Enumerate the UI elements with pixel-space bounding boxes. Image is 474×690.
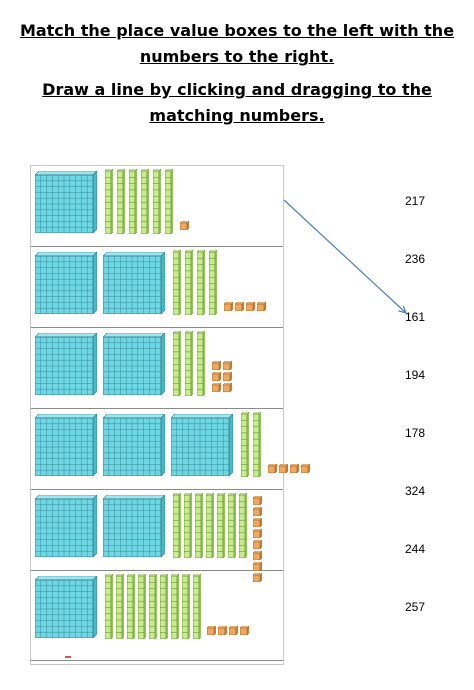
instruction-line-1: Match the place value boxes to the left …: [19, 21, 455, 40]
one-cube: [206, 622, 217, 636]
hundred-block: [34, 494, 98, 558]
ten-rod: [208, 249, 218, 316]
ten-rod: [104, 573, 114, 640]
number-option-244[interactable]: 244: [405, 542, 426, 556]
ten-rod: [183, 492, 193, 559]
ten-rod: [159, 573, 169, 640]
one-cube: [252, 514, 263, 528]
number-option-161[interactable]: 161: [405, 310, 426, 324]
place-value-panel: [30, 165, 311, 665]
one-cube: [234, 298, 245, 312]
place-value-row-1[interactable]: [31, 166, 283, 247]
ten-rod: [252, 411, 262, 478]
hundred-block: [34, 575, 98, 639]
ten-rod: [152, 168, 162, 235]
number-option-178[interactable]: 178: [405, 426, 426, 440]
ten-rod: [126, 573, 136, 640]
ten-rod: [184, 330, 194, 397]
one-cube: [222, 379, 233, 393]
instruction-line-4: matching numbers.: [149, 106, 325, 125]
one-cube: [252, 536, 263, 550]
instruction-line-2: numbers to the right.: [139, 47, 335, 66]
one-cube: [239, 622, 250, 636]
one-cube: [252, 503, 263, 517]
place-value-row-5[interactable]: [31, 490, 283, 583]
ten-rod: [170, 573, 180, 640]
number-option-236[interactable]: 236: [405, 252, 426, 266]
one-cube: [245, 298, 256, 312]
number-option-257[interactable]: 257: [405, 600, 426, 614]
ten-rod: [172, 249, 182, 316]
one-cube: [267, 460, 278, 474]
number-option-217[interactable]: 217: [405, 194, 426, 208]
one-cube: [211, 379, 222, 393]
stray-mark: [65, 656, 71, 658]
hundred-block: [170, 413, 234, 477]
one-cube: [289, 460, 300, 474]
ten-rod: [140, 168, 150, 235]
one-cube: [211, 357, 222, 371]
ten-rod: [181, 573, 191, 640]
one-cube: [211, 368, 222, 382]
ten-rod: [172, 492, 182, 559]
instruction-line-3: Draw a line by clicking and dragging to …: [42, 80, 432, 99]
hundred-block: [34, 332, 98, 396]
one-cube: [179, 217, 190, 231]
ten-rod: [164, 168, 174, 235]
ten-rod: [196, 249, 206, 316]
ten-rod: [115, 573, 125, 640]
one-cube: [217, 622, 228, 636]
one-cube: [256, 298, 267, 312]
ten-rod: [216, 492, 226, 559]
ten-rod: [172, 330, 182, 397]
one-cube: [300, 460, 311, 474]
number-option-324[interactable]: 324: [405, 484, 426, 498]
hundred-block: [102, 251, 166, 315]
ten-rod: [205, 492, 215, 559]
ten-rod: [196, 330, 206, 397]
ten-rod: [194, 492, 204, 559]
ten-rod: [240, 411, 250, 478]
hundred-block: [34, 251, 98, 315]
ten-rod: [184, 249, 194, 316]
ten-rod: [137, 573, 147, 640]
number-option-194[interactable]: 194: [405, 368, 426, 382]
one-cube: [222, 368, 233, 382]
one-cube: [223, 298, 234, 312]
ten-rod: [128, 168, 138, 235]
hundred-block: [102, 494, 166, 558]
one-cube: [252, 492, 263, 506]
place-value-row-6[interactable]: [31, 571, 283, 661]
ten-rod: [238, 492, 248, 559]
place-value-row-2[interactable]: [31, 247, 283, 328]
matching-line[interactable]: [283, 199, 406, 313]
place-value-row-3[interactable]: [31, 328, 283, 409]
one-cube: [252, 547, 263, 561]
ten-rod: [116, 168, 126, 235]
hundred-block: [102, 413, 166, 477]
one-cube: [222, 357, 233, 371]
ten-rod: [104, 168, 114, 235]
one-cube: [252, 525, 263, 539]
place-value-row-4[interactable]: [31, 409, 311, 490]
hundred-block: [34, 170, 98, 234]
ten-rod: [148, 573, 158, 640]
one-cube: [278, 460, 289, 474]
one-cube: [228, 622, 239, 636]
ten-rod: [192, 573, 202, 640]
hundred-block: [102, 332, 166, 396]
hundred-block: [34, 413, 98, 477]
ten-rod: [227, 492, 237, 559]
one-cube: [252, 558, 263, 572]
